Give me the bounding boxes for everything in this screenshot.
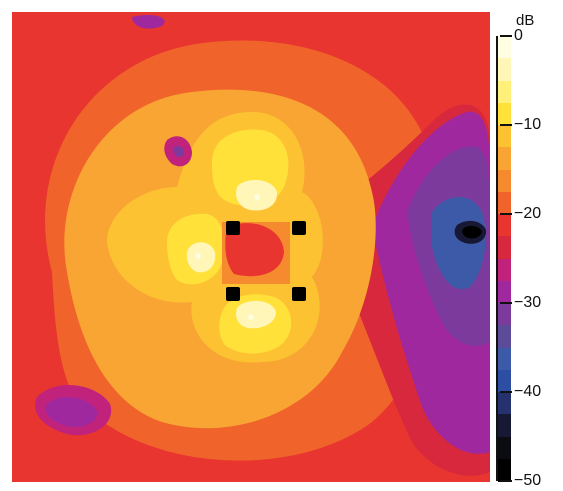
- colorbar-tick: [500, 35, 512, 37]
- bottom-lobe-center: [248, 314, 254, 320]
- colorbar-segment: [498, 303, 511, 326]
- colorbar-tick-label: −20: [514, 205, 542, 222]
- colorbar-tick-label: −40: [514, 383, 542, 400]
- lower-left-purple-core: [45, 397, 98, 428]
- heatmap-plot: [12, 12, 490, 482]
- colorbar-segment: [498, 147, 511, 170]
- colorbar-tick-label: −50: [514, 472, 542, 489]
- colorbar-segment: [498, 369, 511, 393]
- colorbar-tick-label: −10: [514, 116, 542, 133]
- heatmap-svg: [12, 12, 490, 482]
- colorbar-tick: [500, 124, 512, 126]
- colorbar-segment: [498, 280, 511, 304]
- right-shadow-blue: [432, 197, 486, 290]
- colorbar-tick-label: 0: [514, 27, 523, 44]
- array-interior-red: [225, 223, 284, 277]
- colorbar-segment: [498, 191, 511, 215]
- colorbar-segment: [498, 236, 511, 259]
- source-marker: [292, 221, 306, 235]
- colorbar-tick-label: −30: [514, 294, 542, 311]
- source-marker: [292, 287, 306, 301]
- colorbar-segment: [498, 36, 511, 59]
- colorbar-segment: [498, 58, 511, 81]
- source-marker: [226, 287, 240, 301]
- source-markers: [226, 221, 306, 301]
- colorbar-segment: [498, 414, 511, 437]
- colorbar: [496, 36, 511, 482]
- colorbar-tick: [500, 213, 512, 215]
- left-lobe-center: [195, 253, 201, 259]
- left-lobe-peak: [186, 242, 216, 273]
- colorbar-segment: [498, 458, 511, 482]
- colorbar-segment: [498, 436, 511, 460]
- colorbar-segment: [498, 125, 511, 148]
- colorbar-unit: dB: [516, 12, 535, 29]
- colorbar-segment: [498, 347, 511, 371]
- colorbar-segment: [498, 325, 511, 348]
- top-purple-streak: [132, 15, 165, 29]
- upper-left-purple-core: [174, 145, 185, 158]
- colorbar-segment: [498, 392, 511, 415]
- bottom-lobe-peak: [236, 300, 276, 329]
- right-null-core: [462, 225, 482, 239]
- colorbar-tick: [500, 391, 512, 393]
- colorbar-tick: [500, 302, 512, 304]
- colorbar-segment: [498, 102, 511, 126]
- top-lobe-center: [254, 194, 260, 200]
- colorbar-segment: [498, 169, 511, 193]
- colorbar-tick: [500, 480, 512, 482]
- colorbar-segment: [498, 80, 511, 104]
- colorbar-segment: [498, 258, 511, 282]
- colorbar-segment: [498, 214, 511, 237]
- source-marker: [226, 221, 240, 235]
